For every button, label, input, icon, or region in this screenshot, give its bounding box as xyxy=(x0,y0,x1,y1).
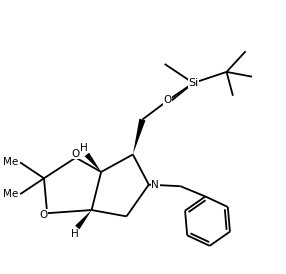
Text: Me: Me xyxy=(3,157,19,167)
Text: O: O xyxy=(164,95,172,105)
Text: N: N xyxy=(151,180,159,190)
Text: Si: Si xyxy=(188,78,198,88)
Text: H: H xyxy=(80,143,88,153)
Polygon shape xyxy=(75,210,92,229)
Text: O: O xyxy=(72,149,80,159)
Polygon shape xyxy=(85,153,101,172)
Text: H: H xyxy=(71,229,79,239)
Polygon shape xyxy=(133,119,146,155)
Text: O: O xyxy=(39,210,47,220)
Text: Me: Me xyxy=(3,189,19,199)
